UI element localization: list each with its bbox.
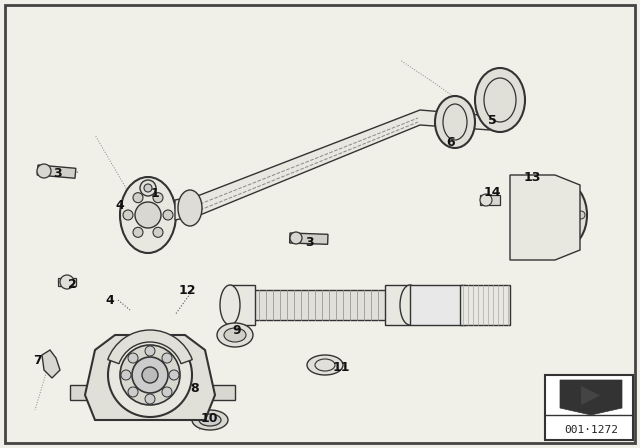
Text: 4: 4: [116, 198, 124, 211]
Polygon shape: [510, 175, 580, 260]
Ellipse shape: [217, 323, 253, 347]
Circle shape: [290, 232, 302, 244]
Circle shape: [128, 387, 138, 397]
Bar: [58, 278, 76, 286]
Text: 5: 5: [488, 113, 497, 126]
Circle shape: [128, 353, 138, 363]
Bar: [230, 285, 255, 325]
Ellipse shape: [199, 414, 221, 426]
Bar: [290, 233, 328, 244]
Circle shape: [132, 357, 168, 393]
Text: ▶: ▶: [581, 383, 600, 407]
Circle shape: [162, 387, 172, 397]
Ellipse shape: [475, 68, 525, 132]
Text: 3: 3: [52, 167, 61, 180]
Text: 7: 7: [34, 353, 42, 366]
Text: 12: 12: [179, 284, 196, 297]
Circle shape: [140, 180, 156, 196]
Circle shape: [162, 353, 172, 363]
Circle shape: [145, 346, 155, 356]
Text: 001·1272: 001·1272: [564, 425, 618, 435]
Circle shape: [144, 184, 152, 192]
Polygon shape: [42, 350, 60, 378]
Ellipse shape: [307, 355, 343, 375]
Ellipse shape: [178, 190, 202, 226]
Ellipse shape: [435, 96, 475, 148]
Circle shape: [548, 220, 556, 228]
Text: 11: 11: [332, 361, 349, 374]
Circle shape: [566, 196, 574, 204]
Circle shape: [163, 210, 173, 220]
Bar: [460, 285, 510, 325]
Circle shape: [60, 275, 74, 289]
Circle shape: [566, 226, 574, 234]
Circle shape: [153, 227, 163, 237]
Ellipse shape: [224, 328, 246, 342]
Bar: [480, 195, 500, 205]
Circle shape: [120, 345, 180, 405]
Circle shape: [37, 164, 51, 178]
Text: 9: 9: [233, 323, 241, 336]
Bar: [70, 385, 120, 400]
Polygon shape: [85, 335, 215, 420]
Circle shape: [142, 367, 158, 383]
Circle shape: [548, 202, 556, 210]
Ellipse shape: [400, 285, 420, 325]
Circle shape: [145, 394, 155, 404]
Text: 2: 2: [68, 277, 76, 290]
Ellipse shape: [120, 177, 176, 253]
Circle shape: [577, 211, 585, 219]
Text: 14: 14: [483, 185, 500, 198]
Text: 3: 3: [306, 236, 314, 249]
Bar: [562, 382, 620, 392]
Ellipse shape: [543, 183, 587, 247]
Polygon shape: [175, 110, 490, 220]
Ellipse shape: [192, 410, 228, 430]
Circle shape: [133, 227, 143, 237]
Circle shape: [123, 210, 133, 220]
Circle shape: [135, 202, 161, 228]
Text: 10: 10: [200, 412, 218, 425]
Polygon shape: [560, 380, 622, 415]
Circle shape: [121, 370, 131, 380]
Wedge shape: [108, 330, 192, 364]
Circle shape: [555, 205, 575, 225]
Circle shape: [169, 370, 179, 380]
Circle shape: [108, 333, 192, 417]
Text: 8: 8: [191, 382, 199, 395]
Text: 6: 6: [447, 135, 455, 148]
Bar: [385, 285, 410, 325]
Bar: [248, 290, 390, 320]
Bar: [410, 285, 465, 325]
Bar: [185, 385, 235, 400]
Ellipse shape: [220, 285, 240, 325]
Circle shape: [153, 193, 163, 202]
Bar: [545, 375, 633, 440]
Text: 1: 1: [150, 186, 159, 199]
Text: 13: 13: [524, 171, 541, 184]
Circle shape: [480, 194, 492, 206]
Circle shape: [133, 193, 143, 202]
Bar: [37, 165, 76, 178]
Text: 4: 4: [106, 293, 115, 306]
